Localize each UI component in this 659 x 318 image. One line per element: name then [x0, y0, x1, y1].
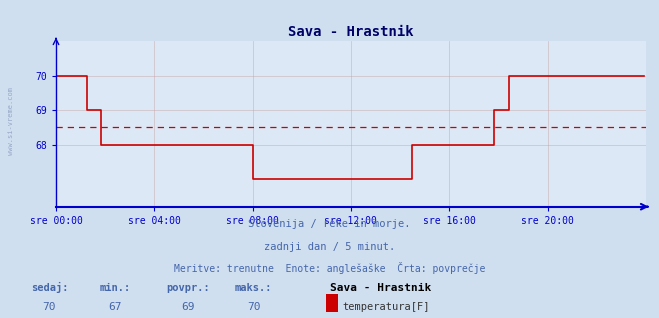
Text: 67: 67 [109, 302, 122, 312]
Text: 69: 69 [181, 302, 194, 312]
Text: Slovenija / reke in morje.: Slovenija / reke in morje. [248, 219, 411, 229]
Text: www.si-vreme.com: www.si-vreme.com [8, 87, 14, 155]
Text: Sava - Hrastnik: Sava - Hrastnik [330, 283, 431, 293]
Text: Meritve: trenutne  Enote: anglešaške  Črta: povprečje: Meritve: trenutne Enote: anglešaške Črta… [174, 262, 485, 274]
Text: 70: 70 [43, 302, 56, 312]
Text: 70: 70 [247, 302, 260, 312]
Text: povpr.:: povpr.: [166, 283, 210, 293]
Title: Sava - Hrastnik: Sava - Hrastnik [288, 25, 414, 39]
Text: sedaj:: sedaj: [31, 282, 68, 293]
Text: min.:: min.: [100, 283, 131, 293]
Text: temperatura[F]: temperatura[F] [343, 302, 430, 312]
Text: zadnji dan / 5 minut.: zadnji dan / 5 minut. [264, 242, 395, 252]
Text: maks.:: maks.: [235, 283, 272, 293]
